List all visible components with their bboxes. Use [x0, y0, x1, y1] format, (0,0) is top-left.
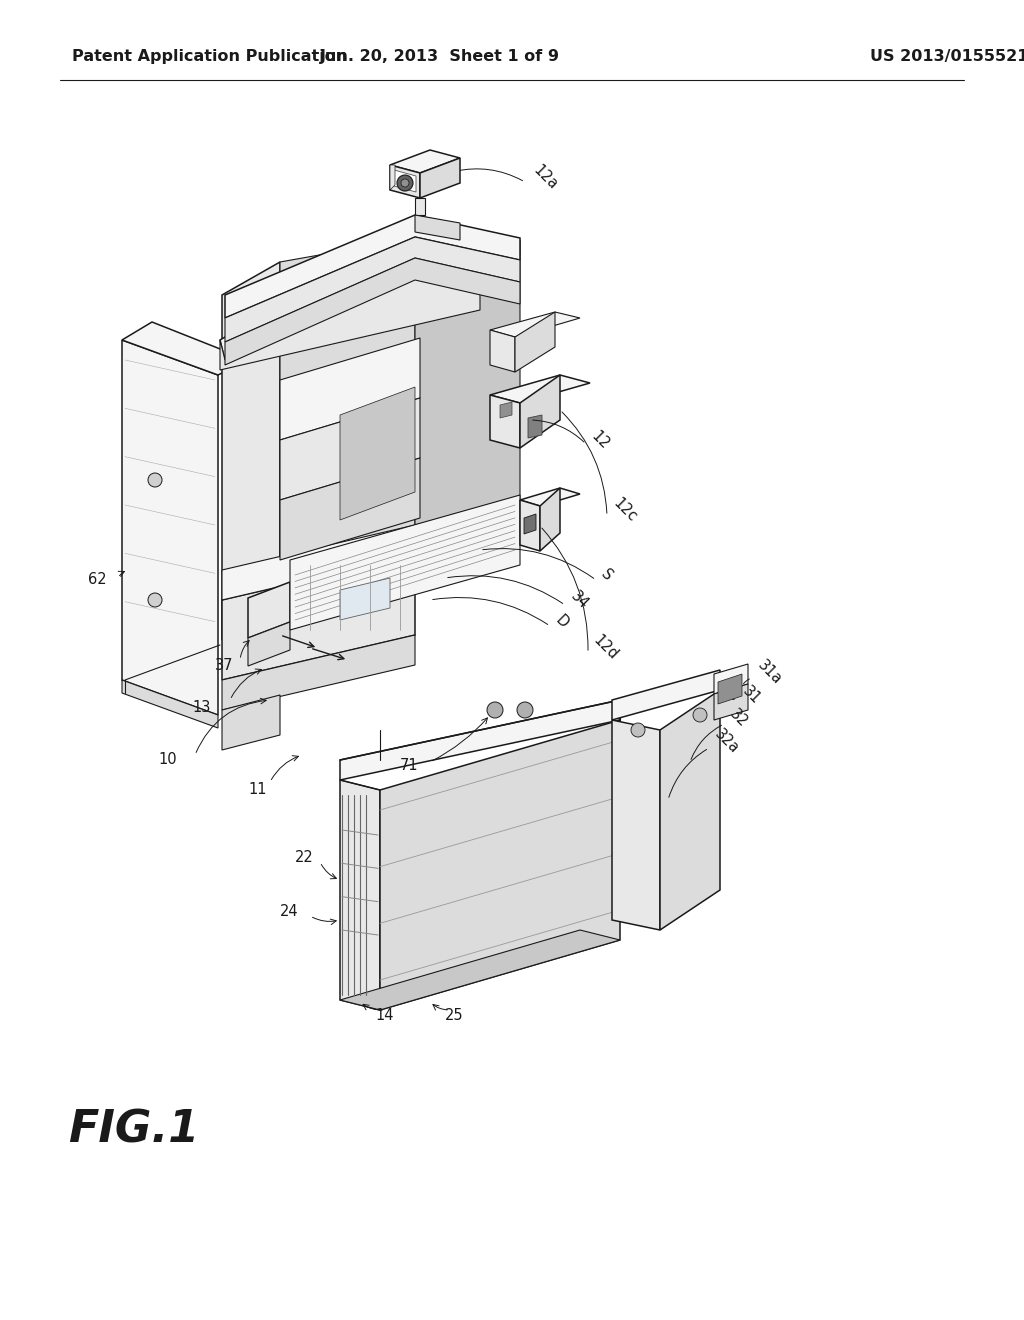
- Polygon shape: [222, 635, 415, 710]
- Text: S: S: [598, 566, 615, 583]
- Polygon shape: [225, 215, 520, 318]
- Polygon shape: [122, 341, 218, 715]
- Text: 24: 24: [280, 904, 299, 920]
- Polygon shape: [390, 165, 395, 190]
- Polygon shape: [515, 312, 555, 372]
- Text: 12a: 12a: [530, 162, 560, 193]
- Polygon shape: [380, 719, 620, 1010]
- Polygon shape: [618, 792, 640, 820]
- Text: 22: 22: [295, 850, 313, 866]
- Text: 25: 25: [445, 1007, 464, 1023]
- Text: Patent Application Publication: Patent Application Publication: [72, 49, 347, 65]
- Polygon shape: [290, 495, 520, 630]
- Text: 10: 10: [158, 752, 176, 767]
- Circle shape: [693, 708, 707, 722]
- Polygon shape: [220, 248, 480, 370]
- Text: 71: 71: [400, 758, 419, 772]
- Polygon shape: [490, 375, 590, 403]
- Polygon shape: [222, 554, 415, 680]
- Polygon shape: [415, 215, 460, 240]
- Text: 37: 37: [215, 657, 233, 672]
- Polygon shape: [340, 700, 620, 780]
- Polygon shape: [540, 488, 560, 550]
- Circle shape: [397, 176, 413, 191]
- Polygon shape: [490, 395, 520, 447]
- Polygon shape: [524, 513, 536, 535]
- Polygon shape: [500, 403, 512, 418]
- Polygon shape: [248, 622, 290, 667]
- Polygon shape: [415, 198, 425, 215]
- Polygon shape: [122, 680, 218, 729]
- Polygon shape: [714, 684, 748, 719]
- Text: US 2013/0155521 A1: US 2013/0155521 A1: [870, 49, 1024, 65]
- Text: 31: 31: [740, 684, 764, 706]
- Text: Jun. 20, 2013  Sheet 1 of 9: Jun. 20, 2013 Sheet 1 of 9: [319, 49, 560, 65]
- Polygon shape: [660, 690, 720, 931]
- Polygon shape: [612, 671, 720, 719]
- Polygon shape: [220, 224, 520, 360]
- Text: FIG.1: FIG.1: [68, 1109, 200, 1151]
- Polygon shape: [520, 375, 560, 447]
- Text: 32: 32: [727, 706, 751, 730]
- Polygon shape: [490, 330, 515, 372]
- Polygon shape: [714, 664, 748, 694]
- Polygon shape: [340, 780, 380, 1010]
- Text: 12c: 12c: [610, 495, 639, 525]
- Polygon shape: [248, 582, 290, 638]
- Text: 34: 34: [568, 589, 592, 611]
- Text: 31a: 31a: [755, 657, 785, 686]
- Polygon shape: [415, 238, 520, 540]
- Circle shape: [631, 723, 645, 737]
- Circle shape: [401, 180, 409, 187]
- Polygon shape: [225, 257, 520, 366]
- Circle shape: [517, 702, 534, 718]
- Polygon shape: [618, 832, 640, 861]
- Polygon shape: [340, 387, 415, 520]
- Polygon shape: [222, 261, 280, 640]
- Polygon shape: [280, 238, 415, 610]
- Text: 12: 12: [588, 428, 611, 451]
- Polygon shape: [280, 399, 420, 500]
- Circle shape: [487, 702, 503, 718]
- Text: 32a: 32a: [712, 727, 742, 758]
- Polygon shape: [222, 696, 280, 750]
- Polygon shape: [718, 675, 742, 704]
- Text: 13: 13: [193, 701, 210, 715]
- Text: D: D: [553, 612, 571, 631]
- Polygon shape: [528, 414, 542, 438]
- Polygon shape: [390, 165, 420, 198]
- Polygon shape: [222, 500, 520, 601]
- Polygon shape: [122, 322, 248, 375]
- Polygon shape: [490, 312, 580, 337]
- Polygon shape: [420, 158, 460, 198]
- Polygon shape: [340, 931, 620, 1010]
- Text: 12d: 12d: [590, 632, 621, 663]
- Polygon shape: [280, 458, 420, 560]
- Text: 14: 14: [375, 1007, 393, 1023]
- Polygon shape: [520, 500, 540, 550]
- Polygon shape: [390, 150, 460, 173]
- Polygon shape: [340, 578, 390, 620]
- Polygon shape: [520, 488, 580, 506]
- Text: 11: 11: [248, 783, 266, 797]
- Text: 62: 62: [88, 573, 106, 587]
- Polygon shape: [225, 238, 520, 342]
- Polygon shape: [618, 752, 640, 780]
- Polygon shape: [280, 338, 420, 440]
- Circle shape: [148, 593, 162, 607]
- Circle shape: [148, 473, 162, 487]
- Polygon shape: [394, 170, 416, 191]
- Polygon shape: [612, 719, 660, 931]
